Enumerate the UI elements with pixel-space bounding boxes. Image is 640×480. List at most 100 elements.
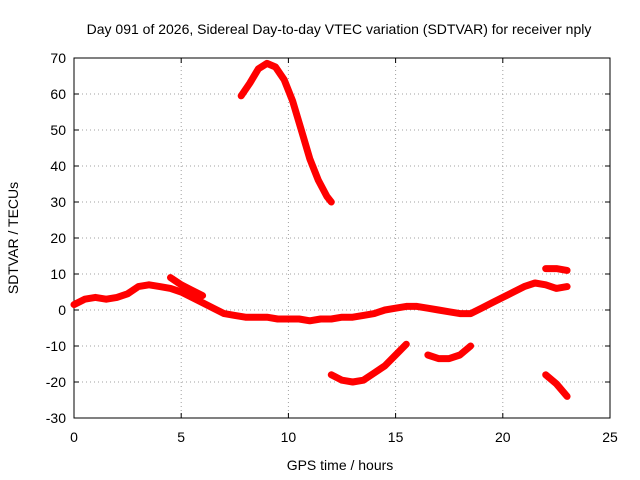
data-point [200, 293, 206, 299]
data-point [298, 127, 304, 133]
data-point [425, 352, 431, 358]
data-point [350, 314, 356, 320]
data-point [275, 316, 281, 322]
data-point [403, 303, 409, 309]
data-point [92, 294, 98, 300]
data-series [70, 59, 571, 400]
data-point [436, 356, 441, 362]
data-point [371, 370, 377, 376]
data-point [290, 98, 296, 104]
y-axis-title: SDTVAR / TECUs [5, 182, 21, 294]
data-point [468, 343, 474, 349]
series-high-arc [237, 59, 335, 206]
data-point [339, 314, 345, 320]
data-point [318, 316, 324, 322]
y-tick-label: 70 [50, 50, 66, 66]
data-point [425, 305, 431, 311]
y-tick-label: 60 [50, 86, 66, 102]
data-point [178, 282, 184, 288]
data-point [103, 296, 109, 302]
data-point [446, 356, 452, 362]
data-point [543, 266, 549, 272]
data-point [478, 305, 484, 311]
data-point [307, 156, 313, 162]
x-tick-label: 10 [281, 429, 297, 445]
data-point [543, 372, 549, 378]
data-point [414, 303, 420, 309]
data-point [324, 194, 330, 200]
data-point [281, 77, 287, 83]
data-point [114, 294, 120, 300]
series-hump-band [167, 274, 207, 300]
data-point [446, 309, 452, 315]
data-point [457, 352, 463, 358]
x-tick-label: 15 [388, 429, 404, 445]
data-point [307, 318, 313, 324]
data-point [350, 379, 356, 385]
data-point [146, 282, 152, 288]
data-point [296, 316, 302, 322]
y-tick-label: 30 [50, 194, 66, 210]
data-point [243, 314, 248, 320]
data-point [238, 93, 244, 99]
data-point [264, 60, 270, 66]
data-point [189, 294, 195, 300]
x-tick-label: 5 [177, 429, 185, 445]
data-point [135, 284, 141, 290]
data-point [564, 393, 570, 399]
data-point [511, 289, 516, 295]
data-point [436, 307, 441, 313]
grid [74, 58, 610, 418]
data-point [457, 311, 463, 317]
y-tick-label: -10 [46, 338, 66, 354]
data-point [371, 311, 377, 317]
data-point [232, 312, 238, 318]
data-point [157, 284, 163, 290]
x-tick-label: 20 [495, 429, 511, 445]
x-axis-title: GPS time / hours [287, 457, 394, 473]
series-low-arc-a [327, 340, 410, 386]
data-point [382, 363, 388, 369]
x-tick-label: 25 [602, 429, 618, 445]
y-tick-label: 50 [50, 122, 66, 138]
data-point [189, 287, 195, 293]
data-point [532, 280, 538, 286]
data-point [247, 80, 253, 86]
data-point [553, 381, 559, 387]
data-point [393, 352, 399, 358]
data-point [489, 300, 495, 306]
data-point [253, 314, 259, 320]
data-point [210, 305, 216, 311]
y-tick-label: 10 [50, 266, 66, 282]
data-point [200, 300, 206, 306]
y-tick-label: -20 [46, 374, 66, 390]
data-point [168, 275, 173, 281]
data-point [339, 377, 345, 383]
data-point [328, 199, 334, 205]
data-point [521, 284, 527, 290]
y-tick-label: 20 [50, 230, 66, 246]
data-point [178, 289, 184, 295]
data-point [500, 294, 506, 300]
data-point [315, 177, 321, 183]
data-point [328, 316, 334, 322]
data-point [564, 284, 570, 290]
data-point [168, 285, 173, 291]
y-tick-label: 40 [50, 158, 66, 174]
data-point [285, 316, 291, 322]
data-point [360, 377, 366, 383]
data-point [221, 311, 227, 317]
chart-title: Day 091 of 2026, Sidereal Day-to-day VTE… [87, 21, 592, 37]
data-point [564, 267, 570, 273]
x-tick-label: 0 [70, 429, 78, 445]
data-point [71, 302, 77, 308]
data-point [273, 64, 278, 70]
data-point [403, 341, 409, 347]
y-tick-label: -30 [46, 410, 66, 426]
data-point [393, 305, 399, 311]
data-point [125, 291, 131, 297]
data-point [264, 314, 270, 320]
data-point [255, 66, 261, 72]
y-tick-label: 0 [58, 302, 66, 318]
